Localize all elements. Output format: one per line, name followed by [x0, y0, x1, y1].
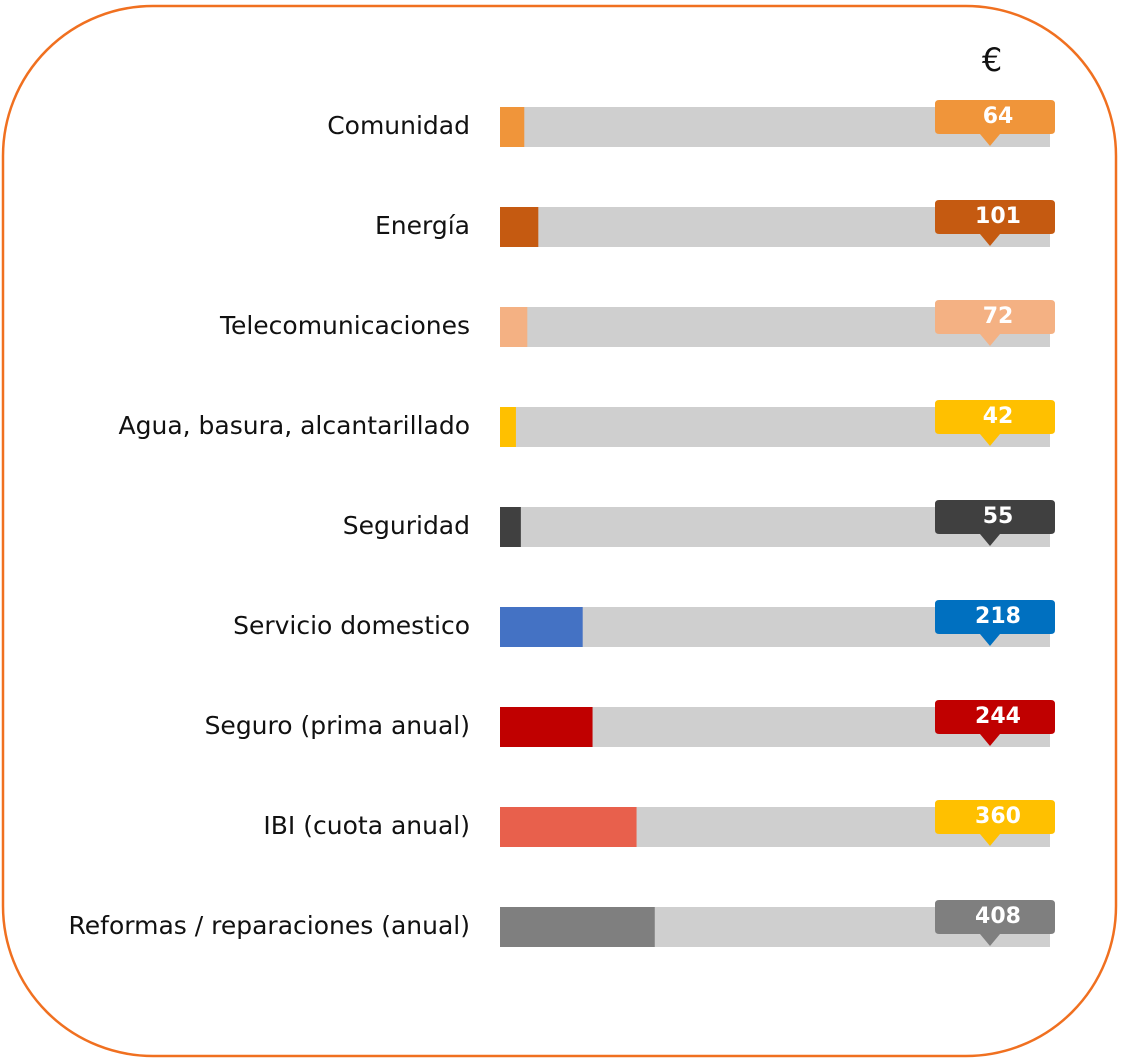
value-callout — [935, 700, 1055, 746]
bar — [500, 707, 593, 747]
bar — [500, 907, 655, 947]
bar — [500, 607, 583, 647]
value-callout — [935, 600, 1055, 646]
value-label: 244 — [975, 704, 1021, 729]
category-label: Servicio domestico — [233, 611, 470, 640]
unit-label: € — [982, 41, 1002, 79]
category-label: Agua, basura, alcantarillado — [119, 411, 470, 440]
value-label: 360 — [975, 804, 1021, 829]
value-callout — [935, 100, 1055, 146]
value-label: 408 — [975, 904, 1021, 929]
category-label: Telecomunicaciones — [219, 311, 470, 340]
frame — [1, 4, 1118, 1058]
value-callout — [935, 800, 1055, 846]
bar — [500, 107, 525, 147]
bar — [500, 507, 521, 547]
category-label: Reformas / reparaciones (anual) — [69, 911, 470, 940]
category-label: Comunidad — [327, 111, 470, 140]
value-label: 55 — [983, 504, 1014, 529]
value-label: 72 — [983, 304, 1014, 329]
value-label: 64 — [983, 104, 1014, 129]
value-callout — [935, 900, 1055, 946]
bar — [500, 807, 637, 847]
value-callout — [935, 300, 1055, 346]
value-label: 42 — [983, 404, 1014, 429]
value-callout — [935, 500, 1055, 546]
value-label: 101 — [975, 204, 1021, 229]
bar — [500, 307, 528, 347]
category-label: Energía — [375, 211, 470, 240]
value-callout — [935, 200, 1055, 246]
category-label: Seguridad — [343, 511, 470, 540]
bar — [500, 207, 539, 247]
value-callout — [935, 400, 1055, 446]
category-label: IBI (cuota anual) — [263, 811, 470, 840]
value-label: 218 — [975, 604, 1021, 629]
category-label: Seguro (prima anual) — [205, 711, 470, 740]
bar — [500, 407, 516, 447]
